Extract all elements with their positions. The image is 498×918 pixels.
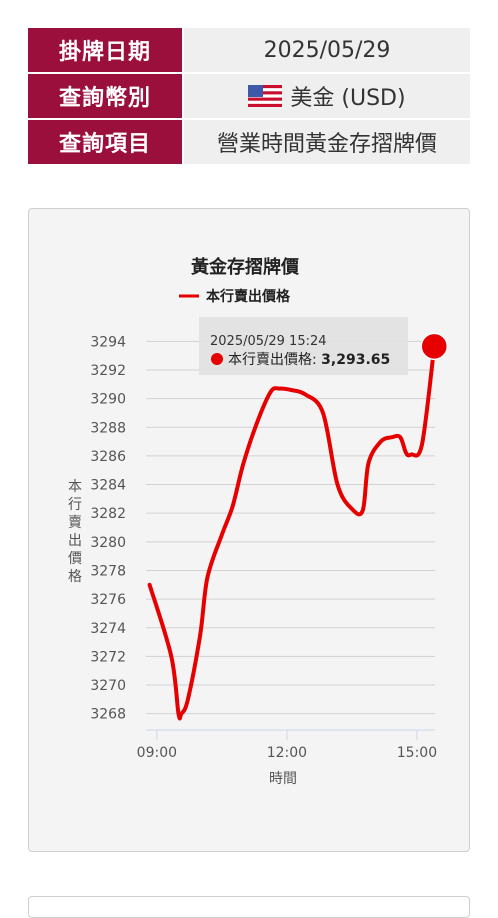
info-row-date: 掛牌日期 2025/05/29	[28, 28, 470, 72]
currency-label: 查詢幣別	[28, 74, 182, 118]
y-tick-label: 3272	[90, 649, 126, 665]
y-tick-label: 3288	[90, 420, 126, 436]
legend-label[interactable]: 本行賣出價格	[206, 288, 291, 305]
y-tick-label: 3294	[90, 334, 126, 350]
tooltip-series-text: 本行賣出價格: 3,293.65	[228, 351, 390, 368]
next-card	[28, 896, 470, 918]
y-tick-label: 3268	[90, 707, 126, 723]
x-tick-label: 12:00	[267, 745, 307, 761]
x-axis-ticks: 09:00 12:00 15:00	[137, 729, 437, 761]
tooltip: 2025/05/29 15:24 本行賣出價格: 3,293.65	[199, 317, 408, 375]
y-tick-label: 3286	[90, 449, 126, 465]
y-tick-label: 3280	[90, 535, 126, 551]
y-tick-label: 3284	[90, 478, 126, 494]
item-value: 營業時間黃金存摺牌價	[184, 120, 470, 164]
series-line-sell-price[interactable]	[147, 344, 437, 721]
info-row-item: 查詢項目 營業時間黃金存摺牌價	[28, 120, 470, 164]
date-value: 2025/05/29	[184, 28, 470, 72]
chart-title: 黃金存摺牌價	[190, 256, 300, 278]
tooltip-series-dot	[211, 353, 223, 365]
y-tick-label: 3282	[90, 506, 126, 522]
y-axis-ticks: 3294 3292 3290 3288 3286 3284 3282 3280 3278 3276…	[90, 334, 126, 722]
info-row-currency: 查詢幣別 美金 (USD)	[28, 74, 470, 118]
item-label: 查詢項目	[28, 120, 182, 164]
tooltip-box	[199, 317, 408, 375]
y-tick-label: 3270	[90, 678, 126, 694]
us-flag-icon	[248, 85, 283, 107]
tooltip-time: 2025/05/29 15:24	[210, 334, 327, 349]
currency-value: 美金 (USD)	[290, 86, 406, 111]
date-label: 掛牌日期	[28, 28, 182, 72]
y-tick-label: 3276	[90, 592, 126, 608]
chart-card: 黃金存摺牌價 本行賣出價格 3294 3292 3290 3288 3286 3284 32…	[28, 208, 470, 852]
y-tick-label: 3278	[90, 563, 126, 579]
info-table: 掛牌日期 2025/05/29 查詢幣別 美金 (USD) 查詢項目 營業時間黃…	[28, 28, 470, 166]
y-tick-label: 3274	[90, 621, 126, 637]
hover-point[interactable]	[420, 332, 449, 361]
y-tick-label: 3290	[90, 392, 126, 408]
currency-value-cell: 美金 (USD)	[184, 74, 470, 118]
x-axis-label: 時間	[269, 771, 297, 787]
y-tick-label: 3292	[90, 363, 126, 379]
gold-price-chart[interactable]: 黃金存摺牌價 本行賣出價格 32943292329032883286328432…	[29, 209, 469, 851]
grid	[146, 340, 435, 715]
y-axis-label: 本行賣出價格	[68, 479, 82, 585]
x-tick-label: 09:00	[137, 745, 177, 761]
x-tick-label: 15:00	[397, 745, 437, 761]
